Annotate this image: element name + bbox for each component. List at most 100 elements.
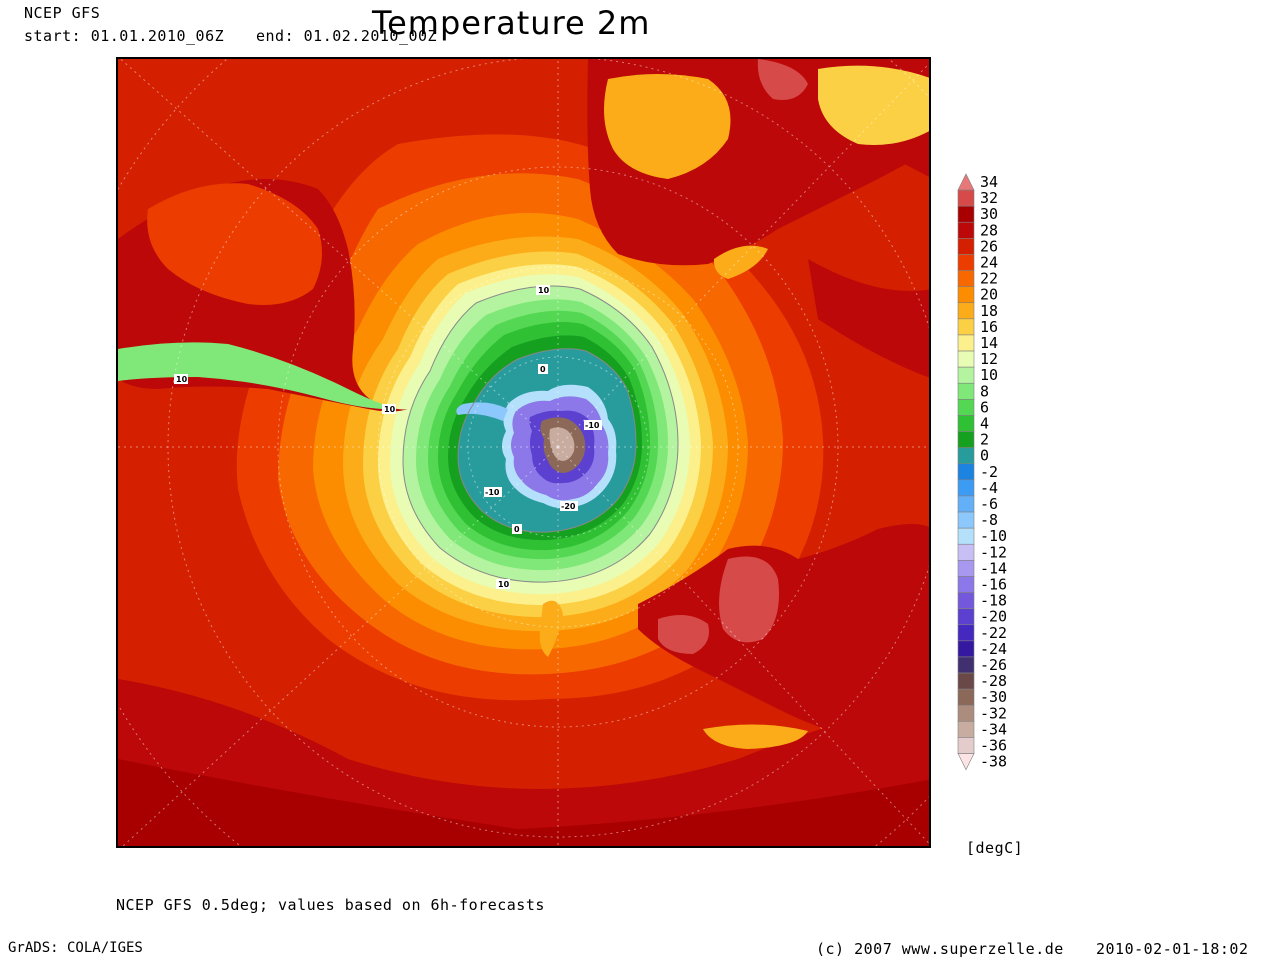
legend-swatch xyxy=(957,463,975,481)
contour-label: -10 xyxy=(484,487,502,497)
svg-text:10: 10 xyxy=(498,580,510,589)
svg-text:10: 10 xyxy=(538,286,550,295)
legend-label: -4 xyxy=(980,479,998,497)
legend-label: -32 xyxy=(980,704,1007,722)
andes-cool xyxy=(118,342,398,410)
legend-swatch xyxy=(957,302,975,320)
legend-label: -34 xyxy=(980,720,1007,738)
africa-east-warm xyxy=(818,65,929,145)
legend-label: -22 xyxy=(980,624,1007,642)
legend-swatch xyxy=(957,721,975,738)
new-zealand xyxy=(539,600,563,657)
legend-label: 8 xyxy=(980,382,989,400)
legend-swatch xyxy=(957,608,975,626)
copyright-notice: (c) 2007 www.superzelle.de xyxy=(816,940,1064,958)
contour-label: -10 xyxy=(584,420,602,430)
legend-swatch xyxy=(957,366,975,384)
legend-swatch xyxy=(957,431,975,448)
contour-label: 10 xyxy=(174,374,188,384)
australia-hotspot-west xyxy=(658,615,709,654)
legend-label: 6 xyxy=(980,398,989,416)
legend-label: -6 xyxy=(980,495,998,513)
legend-swatch xyxy=(957,624,975,642)
legend-label: -38 xyxy=(980,753,1007,771)
legend-swatch xyxy=(957,688,975,706)
legend-label: -2 xyxy=(980,463,998,481)
legend-label: -16 xyxy=(980,576,1007,594)
contour-label: 10 xyxy=(536,285,550,295)
legend-swatch xyxy=(957,511,975,529)
legend-label: -28 xyxy=(980,672,1007,690)
legend-label: -12 xyxy=(980,543,1007,561)
legend-swatch xyxy=(957,640,975,658)
legend-swatch xyxy=(957,415,975,432)
band-28 xyxy=(808,259,929,378)
contour-label: 0 xyxy=(538,364,548,374)
legend-label: -26 xyxy=(980,656,1007,674)
legend-label: -30 xyxy=(980,688,1007,706)
legend-label: 10 xyxy=(980,366,998,384)
legend-swatch xyxy=(957,350,975,368)
legend-swatch xyxy=(957,592,975,609)
legend-label: -8 xyxy=(980,511,998,529)
legend-label: 0 xyxy=(980,447,989,465)
legend-swatch xyxy=(957,527,975,545)
legend-swatch xyxy=(957,382,975,400)
contour-label: 10 xyxy=(496,579,510,589)
graticule xyxy=(118,59,929,846)
generated-timestamp: 2010-02-01-18:02 xyxy=(1096,940,1249,958)
legend-swatch xyxy=(957,254,975,271)
legend-swatch xyxy=(957,221,975,239)
madagascar xyxy=(713,245,768,279)
contour-label: 10 xyxy=(382,404,396,414)
svg-text:0: 0 xyxy=(514,525,520,534)
map-svg: 10 0 -10 -10 -20 0 10 10 10 xyxy=(118,59,929,846)
svg-text:10: 10 xyxy=(384,405,396,414)
legend-label: -36 xyxy=(980,737,1007,755)
south-america-interior xyxy=(147,183,322,305)
legend-label: 28 xyxy=(980,221,998,239)
legend-swatch xyxy=(957,543,975,561)
legend-label: 14 xyxy=(980,334,998,352)
australia-land xyxy=(638,524,929,758)
legend-label: 16 xyxy=(980,318,998,336)
legend-label: -20 xyxy=(980,608,1007,626)
legend-label: -24 xyxy=(980,640,1007,658)
legend-swatch xyxy=(957,737,975,754)
legend-swatch xyxy=(957,576,975,593)
legend-labels: 3432302826242220181614121086420-2-4-6-8-… xyxy=(980,173,1007,771)
legend-label: -14 xyxy=(980,559,1007,577)
legend-swatch xyxy=(957,656,975,674)
map-title: Temperature 2m xyxy=(372,4,651,42)
legend-swatch xyxy=(957,479,975,497)
antarctica-peak xyxy=(549,427,575,461)
africa-hot-zone xyxy=(604,74,731,179)
legend-swatch xyxy=(957,334,975,352)
africa-hotspot xyxy=(757,59,808,100)
legend-label: 32 xyxy=(980,189,998,207)
legend-swatch xyxy=(957,560,975,577)
legend-label: 2 xyxy=(980,431,989,449)
legend-swatch xyxy=(957,286,975,304)
legend-label: 4 xyxy=(980,415,989,433)
legend-swatch xyxy=(957,753,975,771)
legend-label: 22 xyxy=(980,270,998,288)
start-time: start: 01.01.2010_06Z xyxy=(24,27,225,45)
svg-text:10: 10 xyxy=(176,375,188,384)
legend-swatch xyxy=(957,318,975,336)
antarctic-peninsula xyxy=(456,402,508,421)
indonesia-warm xyxy=(703,724,808,749)
legend-label: -10 xyxy=(980,527,1007,545)
legend-swatch xyxy=(957,205,975,223)
legend-swatch xyxy=(957,447,975,465)
isolines xyxy=(402,285,679,583)
legend-swatch xyxy=(957,238,975,255)
legend-swatch xyxy=(957,173,975,191)
legend-label: 20 xyxy=(980,286,998,304)
color-legend: 3432302826242220181614121086420-2-4-6-8-… xyxy=(957,173,1007,771)
legend-units: [degC] xyxy=(966,839,1024,857)
contour-label: 0 xyxy=(512,524,522,534)
legend-label: 24 xyxy=(980,254,998,272)
svg-text:0: 0 xyxy=(540,365,546,374)
legend-swatch xyxy=(957,189,975,207)
